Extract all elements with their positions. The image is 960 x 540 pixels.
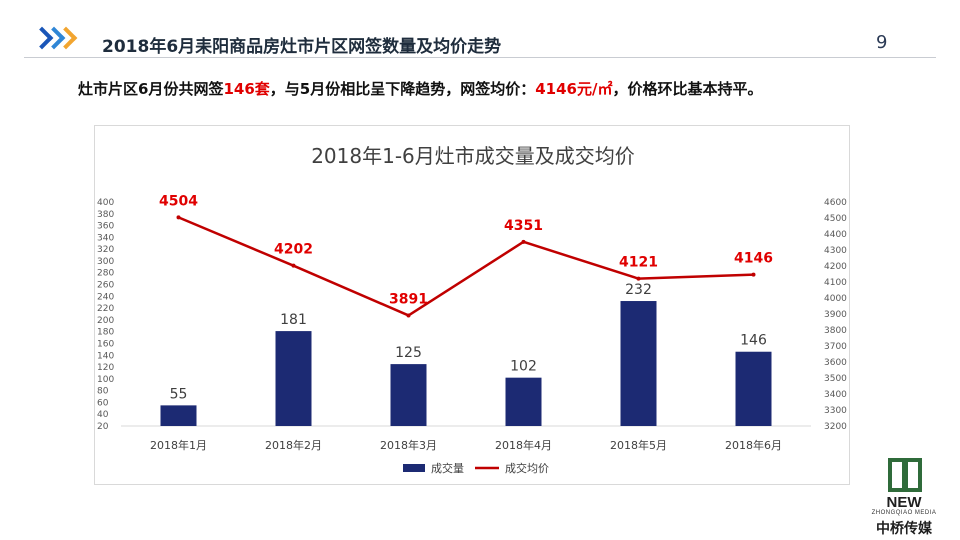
legend-label-price: 成交均价 bbox=[505, 461, 549, 475]
x-tick-label: 2018年2月 bbox=[265, 438, 322, 452]
y-left-tick-label: 200 bbox=[97, 316, 114, 326]
y-left-tick-label: 180 bbox=[97, 328, 114, 338]
y-right-tick-label: 3700 bbox=[824, 342, 847, 352]
summary-part3: ，价格环比基本持平。 bbox=[612, 80, 763, 98]
x-tick-label: 2018年3月 bbox=[380, 438, 437, 452]
y-right-tick-label: 4300 bbox=[824, 246, 847, 256]
bar-2018年1月 bbox=[160, 405, 197, 426]
logo-chinese-name: 中桥传媒 bbox=[876, 521, 932, 537]
header-divider bbox=[24, 57, 936, 58]
y-right-tick-label: 4500 bbox=[824, 214, 847, 224]
bar-2018年5月 bbox=[620, 301, 657, 426]
line-point bbox=[176, 215, 181, 220]
y-right-tick-label: 3300 bbox=[824, 406, 847, 416]
line-value-label: 4121 bbox=[619, 255, 658, 271]
line-value-label: 4504 bbox=[159, 193, 198, 209]
summary-volume: 146套 bbox=[223, 80, 270, 98]
logo-mark-icon bbox=[888, 458, 922, 492]
bar-value-label: 102 bbox=[510, 359, 537, 375]
bar-value-label: 125 bbox=[395, 345, 422, 361]
y-left-tick-label: 100 bbox=[97, 375, 114, 385]
chart-frame: 2018年1-6月灶市成交量及成交均价 20 40 60 80 100 120 140 160 1… bbox=[94, 125, 850, 485]
bar-2018年3月 bbox=[390, 364, 427, 426]
line-series-price bbox=[178, 216, 754, 317]
logo-name: NEW bbox=[886, 494, 922, 511]
bar-value-label: 146 bbox=[740, 333, 767, 349]
y-right-tick-label: 4200 bbox=[824, 262, 847, 272]
page-number: 9 bbox=[876, 32, 888, 53]
y-left-tick-label: 340 bbox=[97, 233, 114, 243]
y-left-tick-label: 40 bbox=[97, 410, 109, 420]
y-left-tick-label: 80 bbox=[97, 387, 109, 397]
combo-chart: 2018年1-6月灶市成交量及成交均价204060801001201401601… bbox=[97, 144, 847, 475]
bar-value-label: 232 bbox=[625, 282, 652, 298]
bar-2018年2月 bbox=[275, 331, 312, 426]
legend-swatch-volume bbox=[403, 464, 425, 472]
logo-subtitle: ZHONGQIAO MEDIA bbox=[871, 510, 937, 516]
x-tick-label: 2018年1月 bbox=[150, 438, 207, 452]
chart-title: 2018年1-6月灶市成交量及成交均价 bbox=[311, 144, 635, 168]
bar-2018年4月 bbox=[505, 377, 542, 426]
line-point bbox=[751, 272, 756, 277]
y-left-tick-label: 360 bbox=[97, 222, 114, 232]
y-right-tick-label: 3800 bbox=[824, 326, 847, 336]
bar-2018年6月 bbox=[735, 351, 772, 426]
legend-label-volume: 成交量 bbox=[431, 461, 464, 475]
page-title: 2018年6月耒阳商品房灶市片区网签数量及均价走势 bbox=[102, 37, 502, 57]
y-left-tick-label: 160 bbox=[97, 339, 114, 349]
company-logo: NEW ZHONGQIAO MEDIA 中桥传媒 bbox=[858, 458, 950, 537]
bar-value-label: 55 bbox=[170, 386, 188, 402]
y-right-tick-label: 3200 bbox=[824, 422, 847, 432]
y-left-tick-label: 20 bbox=[97, 422, 109, 432]
summary-part2: ，与5月份相比呈下降趋势，网签均价： bbox=[269, 80, 536, 98]
y-left-tick-label: 120 bbox=[97, 363, 114, 373]
y-right-tick-label: 3500 bbox=[824, 374, 847, 384]
y-right-tick-label: 3600 bbox=[824, 358, 847, 368]
y-right-tick-label: 4600 bbox=[824, 198, 847, 208]
summary-text: 灶市片区6月份共网签146套，与5月份相比呈下降趋势，网签均价：4146元/㎡，… bbox=[78, 78, 762, 99]
x-tick-label: 2018年4月 bbox=[495, 438, 552, 452]
line-point bbox=[521, 239, 526, 244]
y-right-tick-label: 4400 bbox=[824, 230, 847, 240]
bar-value-label: 181 bbox=[280, 312, 307, 328]
y-right-tick-label: 4000 bbox=[824, 294, 847, 304]
y-right-tick-label: 4100 bbox=[824, 278, 847, 288]
line-point bbox=[636, 276, 641, 281]
x-tick-label: 2018年5月 bbox=[610, 438, 667, 452]
y-left-tick-label: 400 bbox=[97, 198, 114, 208]
x-tick-label: 2018年6月 bbox=[725, 438, 782, 452]
y-left-tick-label: 60 bbox=[97, 398, 109, 408]
line-point bbox=[406, 313, 411, 318]
y-right-tick-label: 3900 bbox=[824, 310, 847, 320]
y-left-tick-label: 300 bbox=[97, 257, 114, 267]
line-value-label: 4351 bbox=[504, 218, 543, 234]
line-value-label: 4146 bbox=[734, 251, 773, 267]
line-value-label: 4202 bbox=[274, 242, 313, 258]
y-left-tick-label: 280 bbox=[97, 269, 114, 279]
y-left-tick-label: 320 bbox=[97, 245, 114, 255]
y-left-tick-label: 140 bbox=[97, 351, 114, 361]
y-left-tick-label: 380 bbox=[97, 210, 114, 220]
y-left-tick-label: 220 bbox=[97, 304, 114, 314]
summary-part1: 灶市片区6月份共网签 bbox=[78, 80, 224, 98]
summary-price: 4146元/㎡ bbox=[535, 80, 613, 98]
y-right-tick-label: 3400 bbox=[824, 390, 847, 400]
line-point bbox=[291, 263, 296, 268]
y-left-tick-label: 260 bbox=[97, 281, 114, 291]
y-left-tick-label: 240 bbox=[97, 292, 114, 302]
line-value-label: 3891 bbox=[389, 291, 428, 307]
